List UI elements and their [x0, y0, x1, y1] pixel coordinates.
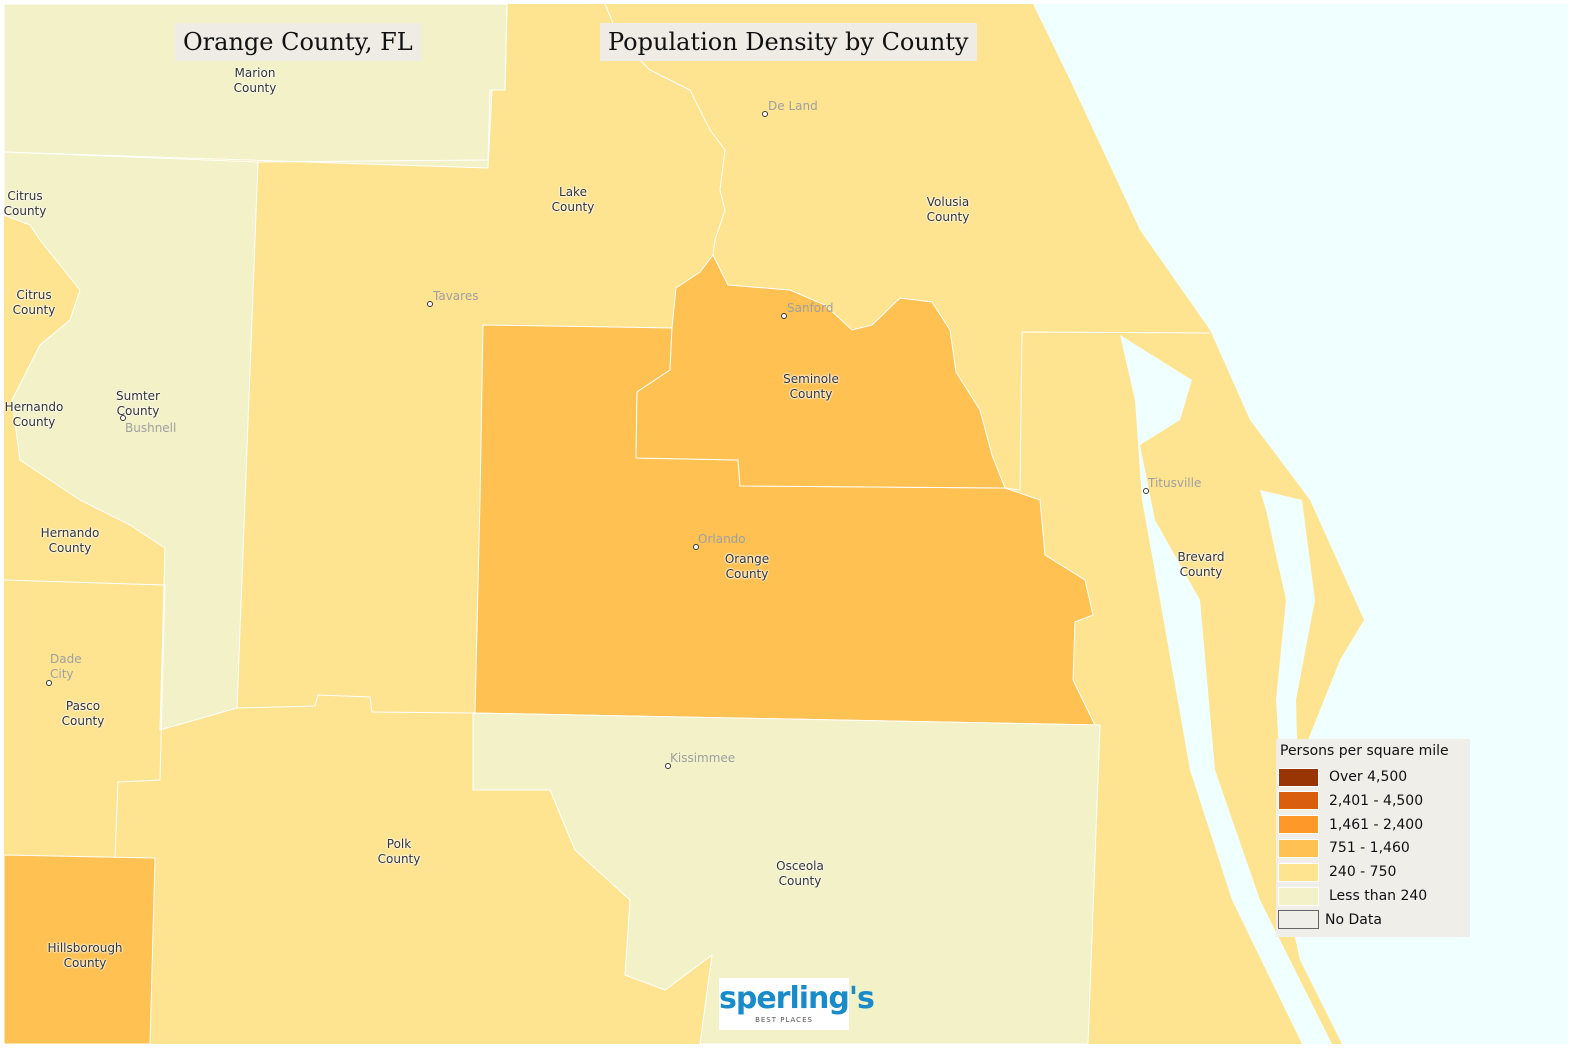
legend-swatch [1278, 862, 1319, 882]
sumter-county-area[interactable] [3, 151, 259, 731]
county-border [1004, 331, 1211, 491]
legend-swatch [1278, 815, 1319, 835]
legend-label: 240 - 750 [1329, 864, 1397, 881]
legend-label: Less than 240 [1329, 888, 1428, 904]
city-marker-icon[interactable] [120, 415, 126, 421]
legend-title: Persons per square mile [1280, 743, 1449, 759]
county-label: Brevard County [1177, 550, 1225, 579]
county-label: Polk County [377, 837, 421, 866]
city-label: Tavares [433, 289, 479, 303]
county-label: Lake County [551, 185, 595, 214]
city-marker-icon[interactable] [427, 301, 433, 307]
city-marker-icon[interactable] [665, 763, 671, 769]
sperlings-logo[interactable]: sperling's BEST PLACES [719, 978, 875, 1030]
city-label: Dade City [50, 652, 82, 681]
county-border [257, 3, 508, 163]
city-marker-icon[interactable] [46, 680, 52, 686]
hillsborough-county-area[interactable] [3, 854, 156, 1045]
legend-item: 2,401 - 4,500 [1278, 791, 1423, 811]
city-marker-icon[interactable] [693, 544, 699, 550]
map-title-density: Population Density by County [600, 23, 977, 61]
legend-swatch [1278, 886, 1319, 906]
logo-tagline: BEST PLACES [755, 1016, 813, 1024]
seminole-county-area[interactable] [635, 254, 1006, 489]
county-label: Volusia County [926, 195, 970, 224]
legend: Persons per square mile Over 4,500 2,401 … [1276, 739, 1470, 937]
city-label: Sanford [787, 301, 834, 315]
osceola-county-area[interactable] [472, 712, 1101, 1045]
city-marker-icon[interactable] [781, 313, 787, 319]
county-border [3, 579, 166, 859]
city-label: Bushnell [125, 421, 177, 435]
county-label: Hernando County [40, 526, 100, 555]
county-label: Hillsborough County [47, 941, 123, 970]
legend-item: Less than 240 [1278, 886, 1427, 906]
city-label: Kissimmee [670, 751, 736, 765]
legend-label: 2,401 - 4,500 [1329, 792, 1424, 809]
logo-brand: sperling's [719, 981, 875, 1016]
legend-label: 751 - 1,460 [1329, 840, 1410, 857]
legend-label: Over 4,500 [1329, 769, 1408, 785]
legend-swatch [1278, 838, 1319, 858]
city-label: Orlando [698, 532, 746, 546]
legend-item: 751 - 1,460 [1278, 838, 1410, 858]
legend-item: Over 4,500 [1278, 767, 1407, 787]
county-label: Sumter County [116, 389, 160, 418]
legend-item: 240 - 750 [1278, 862, 1396, 882]
legend-swatch [1278, 791, 1319, 811]
map-title-county: Orange County, FL [175, 23, 421, 61]
county-label: Seminole County [783, 372, 839, 401]
legend-item: No Data [1278, 910, 1382, 930]
county-label: Orange County [724, 552, 770, 581]
legend-label: 1,461 - 2,400 [1329, 816, 1424, 833]
city-marker-icon[interactable] [1143, 488, 1149, 494]
city-marker-icon[interactable] [762, 111, 768, 117]
county-label: Osceola County [776, 859, 824, 888]
legend-swatch [1278, 767, 1319, 787]
county-label: Citrus County [3, 189, 47, 218]
legend-label: No Data [1325, 911, 1382, 928]
county-border [236, 694, 474, 714]
indian-river-lagoon [1120, 335, 1332, 1044]
legend-item: 1,461 - 2,400 [1278, 815, 1423, 835]
legend-swatch [1278, 910, 1319, 930]
county-label: Marion County [233, 66, 277, 95]
city-label: De Land [768, 99, 818, 113]
county-label: Hernando County [4, 400, 64, 429]
county-label: Citrus County [12, 288, 56, 317]
banana-river [1260, 490, 1315, 860]
city-label: Titusville [1148, 476, 1202, 490]
county-label: Pasco County [61, 699, 105, 728]
